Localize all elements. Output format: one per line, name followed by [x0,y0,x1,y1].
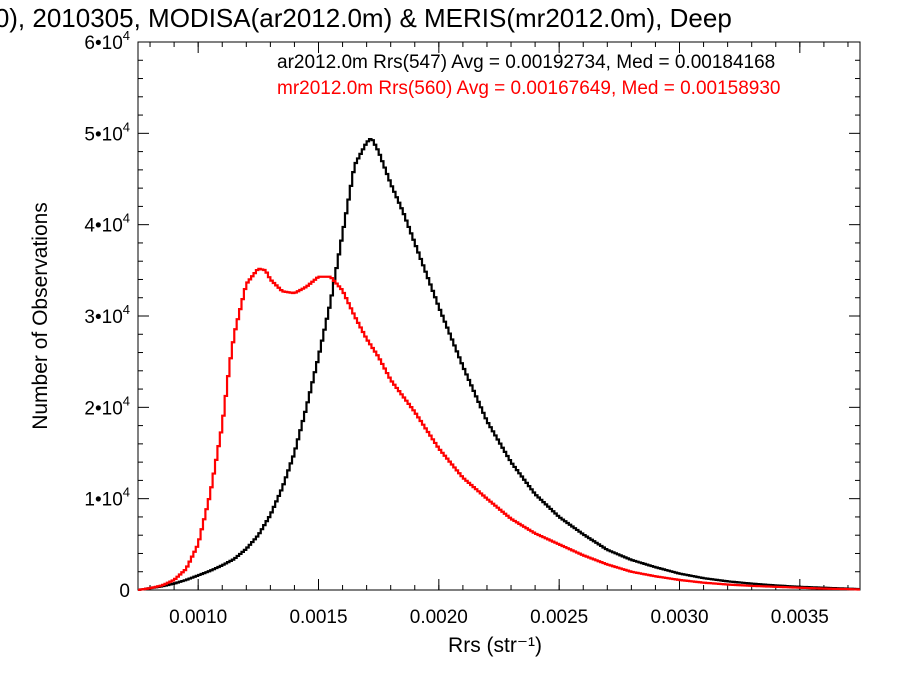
y-tick-label: 1•104 [84,485,130,511]
legend-entry-black: ar2012.0m Rrs(547) Avg = 0.00192734, Med… [277,52,775,73]
series-layer [138,137,860,591]
x-tick-label: 0.0010 [169,607,227,628]
legend: ar2012.0m Rrs(547) Avg = 0.00192734, Med… [277,52,781,99]
x-axis-label: Rrs (str⁻¹) [448,634,542,657]
y-tick-label: 5•104 [84,119,130,145]
x-tick-label: 0.0030 [650,607,708,628]
y-tick-label: 4•104 [84,211,130,237]
x-axis: 0.0010 0.0015 0.0020 0.0025 0.0030 0.0035 [149,42,849,628]
y-axis-label: Number of Observations [29,202,52,430]
y-tick-label: 6•104 [84,28,130,54]
series-ar2012-rrs547 [138,137,860,591]
x-tick-label: 0.0015 [289,607,347,628]
y-tick-label: 0 [119,581,130,602]
legend-entry-red: mr2012.0m Rrs(560) Avg = 0.00167649, Med… [277,78,781,99]
x-tick-label: 0.0025 [530,607,588,628]
y-axis: 0 1•104 2•104 3•104 4•104 5•104 6•104 [84,28,860,602]
x-tick-label: 0.0035 [771,607,829,628]
y-tick-label: 2•104 [84,393,130,419]
series-mr2012-rrs560 [138,267,860,591]
chart-title: Rrs(547) vs. Rrs(560), 2010305, MODISA(a… [0,3,732,33]
x-tick-label: 0.0020 [410,607,468,628]
y-tick-label: 3•104 [84,302,130,328]
